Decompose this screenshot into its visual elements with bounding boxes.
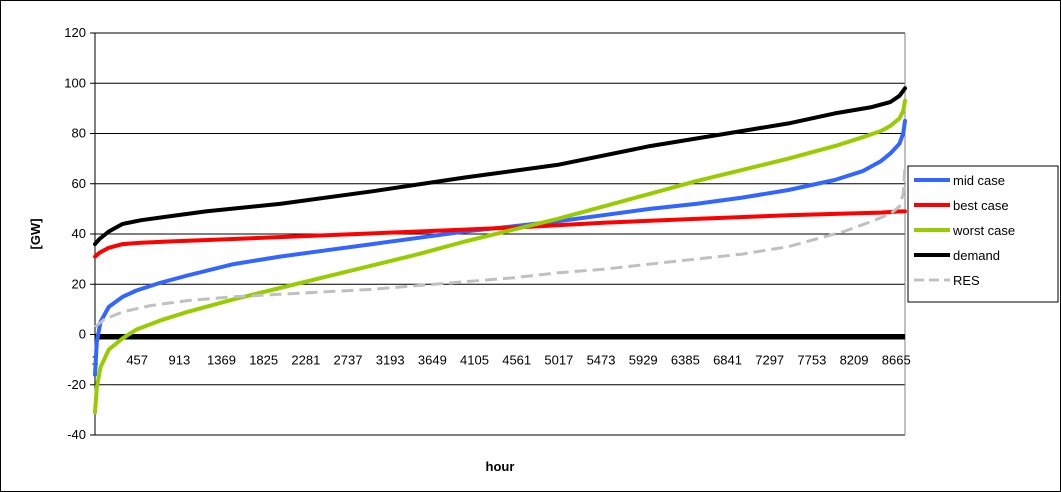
x-tick-label: 8209 [840, 353, 869, 368]
legend: mid case best case worst case demand RES [907, 165, 1059, 303]
x-tick-label: 8665 [882, 353, 911, 368]
legend-label: demand [953, 248, 1000, 263]
series-layer [93, 86, 907, 415]
x-tick-label: 7753 [797, 353, 826, 368]
x-tick-label: 5473 [587, 353, 616, 368]
x-tick-label: 1825 [249, 353, 278, 368]
legend-label: RES [953, 273, 980, 288]
series-line-RES [94, 166, 907, 329]
y-tick-label: 0 [79, 327, 86, 342]
x-tick-label: 3649 [418, 353, 447, 368]
legend-label: best case [953, 198, 1009, 213]
x-tick-label: 7297 [755, 353, 784, 368]
series-line-demand [93, 86, 907, 247]
grid-layer [95, 32, 905, 436]
x-axis-title: hour [486, 459, 515, 474]
y-tick-label: 100 [64, 75, 86, 90]
x-tick-label: 4105 [460, 353, 489, 368]
legend-label: worst case [952, 223, 1015, 238]
x-tick-label: 5017 [544, 353, 573, 368]
x-tick-label: 913 [168, 353, 190, 368]
y-tick-label: 40 [72, 226, 86, 241]
y-axis-title: [GW] [28, 218, 43, 249]
y-tick-label: 80 [72, 126, 86, 141]
x-tick-label: 3193 [376, 353, 405, 368]
x-tick-label: 4561 [502, 353, 531, 368]
x-tick-label: 2737 [334, 353, 363, 368]
y-tick-label: 60 [72, 176, 86, 191]
x-tick-label: 457 [126, 353, 148, 368]
x-tick-label: 6385 [671, 353, 700, 368]
y-tick-label: 120 [64, 25, 86, 40]
y-tick-label: -20 [67, 377, 86, 392]
legend-label: mid case [953, 173, 1005, 188]
series-line-worst-case [93, 98, 907, 415]
series-line-best-case [93, 209, 907, 259]
x-tick-label: 2281 [291, 353, 320, 368]
x-tick-label: 1369 [207, 353, 236, 368]
x-tick-label: 5929 [629, 353, 658, 368]
x-tick-label: 6841 [713, 353, 742, 368]
y-tick-label: 20 [72, 276, 86, 291]
y-tick-label: -40 [67, 427, 86, 442]
